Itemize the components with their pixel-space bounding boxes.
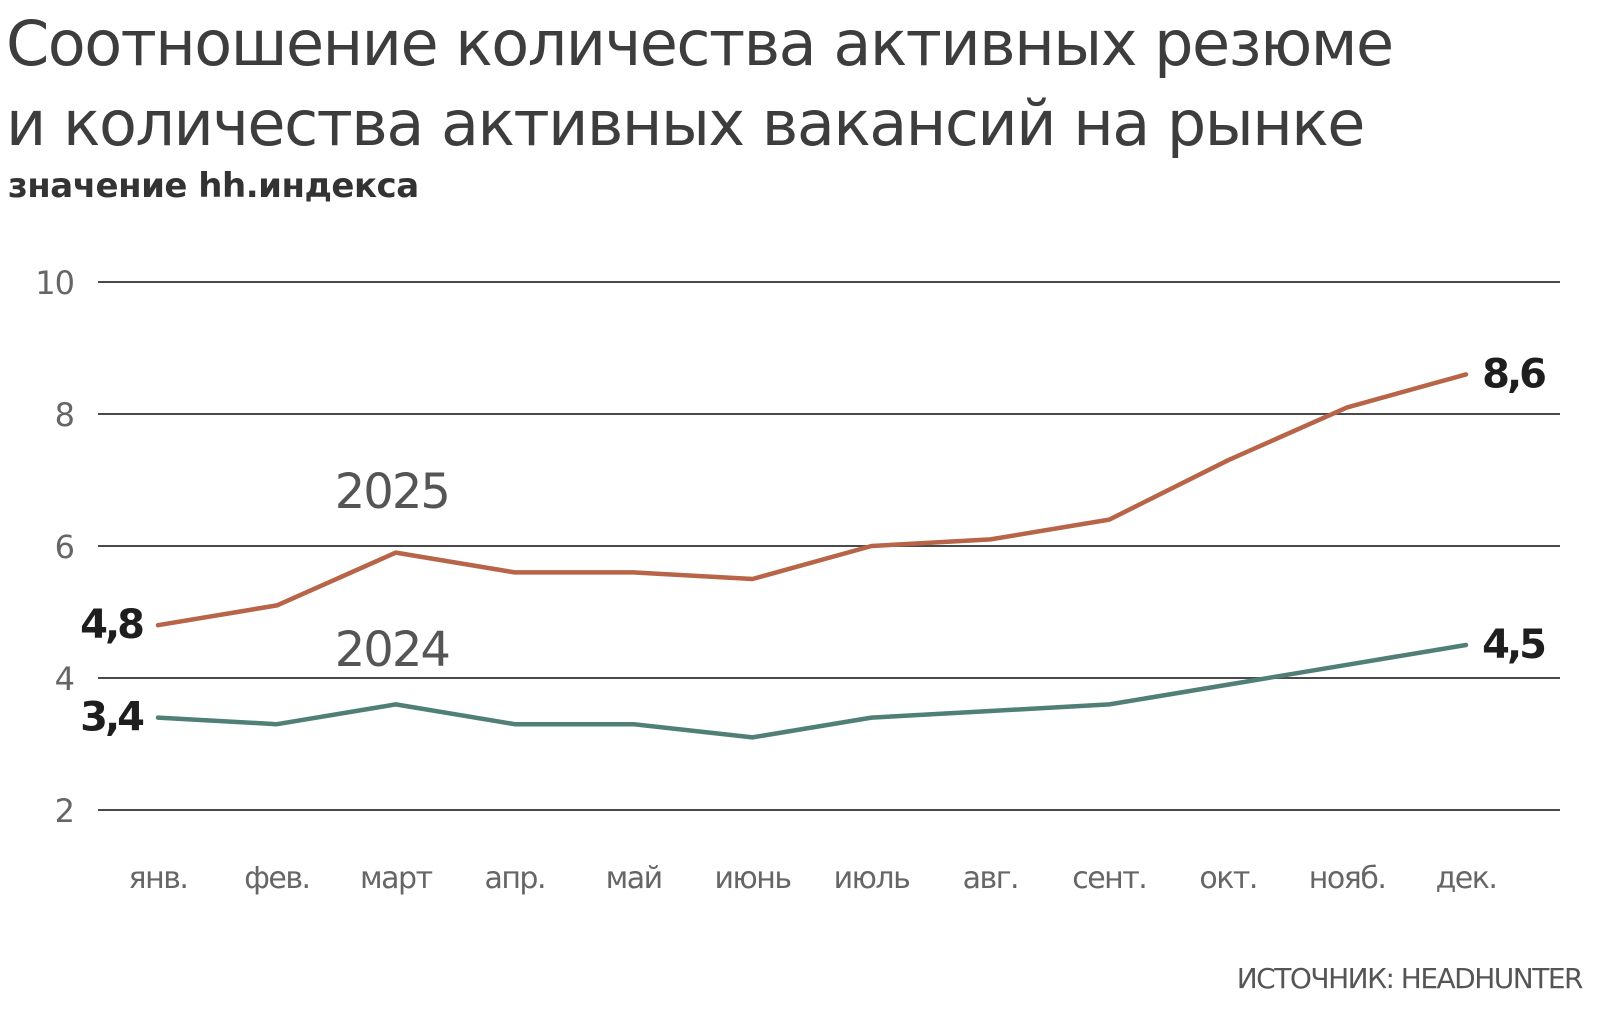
- label-layer: 4,8 8,6 3,4 4,5 2025 2024: [80, 351, 1548, 741]
- grid-layer: 2 4 6 8 10 янв. фев. март апр. май июнь июль авг. сен…: [35, 264, 1560, 896]
- series-name-label-2024: 2024: [335, 622, 449, 678]
- x-tick-label: май: [606, 861, 662, 896]
- x-tick-label: фев.: [244, 861, 309, 896]
- chart-title-line-2: и количества активных вакансий на рынке: [6, 87, 1365, 160]
- chart-title: Соотношение количества активных резюме и…: [6, 4, 1394, 164]
- chart-title-line-1: Соотношение количества активных резюме: [6, 7, 1394, 80]
- start-value-label-2025: 4,8: [80, 602, 143, 648]
- x-tick-label: окт.: [1199, 861, 1257, 896]
- source-note: ИСТОЧНИК: HEADHUNTER: [1236, 962, 1584, 995]
- y-tick-label: 2: [55, 792, 74, 830]
- y-tick-label: 10: [35, 264, 74, 302]
- x-tick-label: июль: [834, 861, 910, 896]
- y-tick-label: 6: [55, 528, 74, 566]
- chart-subtitle: значение hh.индекса: [8, 166, 419, 206]
- series-line-2024: [155, 642, 1469, 740]
- y-tick-label: 4: [55, 660, 74, 698]
- x-tick-label: апр.: [484, 861, 545, 896]
- x-tick-label: нояб.: [1309, 861, 1386, 896]
- x-tick-label: дек.: [1436, 861, 1497, 896]
- series-layer: [155, 372, 1469, 740]
- series-line-2025: [155, 372, 1469, 628]
- x-tick-label: авг.: [963, 861, 1018, 896]
- start-value-label-2024: 3,4: [80, 695, 143, 741]
- x-tick-label: июнь: [715, 861, 791, 896]
- end-value-label-2024: 4,5: [1482, 622, 1545, 668]
- x-tick-label: март: [360, 861, 433, 896]
- y-tick-label: 8: [55, 396, 74, 434]
- end-value-label-2025: 8,6: [1482, 351, 1545, 397]
- x-tick-label: янв.: [129, 861, 188, 896]
- series-name-label-2025: 2025: [335, 464, 449, 520]
- x-tick-label: сент.: [1072, 861, 1146, 896]
